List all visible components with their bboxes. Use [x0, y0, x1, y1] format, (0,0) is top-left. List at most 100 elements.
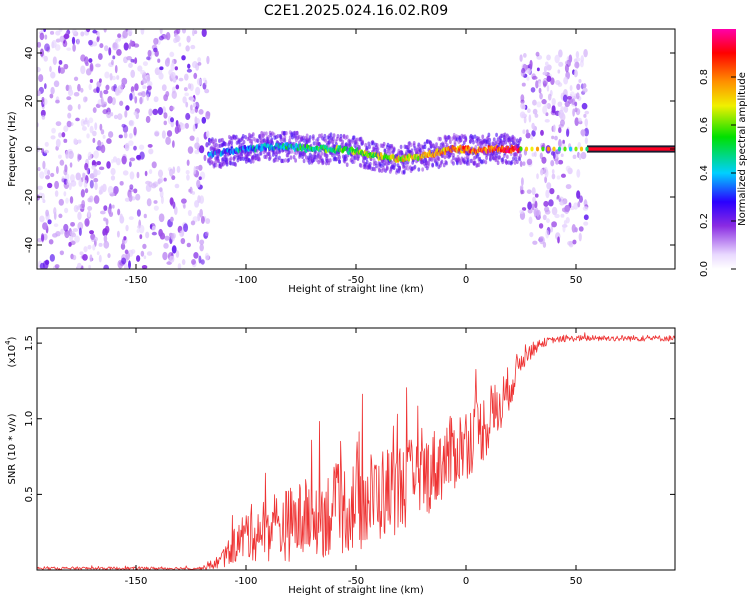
spectrogram-cell: [128, 260, 131, 269]
spectrogram-cell: [519, 185, 524, 190]
spectrogram-cell: [108, 47, 112, 56]
spectrogram-cell: [50, 135, 56, 140]
spectrogram-cell: [399, 144, 403, 150]
spectrogram-cell: [87, 206, 93, 211]
spectrogram-cell: [225, 157, 229, 162]
spectrogram-cell: [154, 50, 159, 57]
spectrogram-cell: [184, 73, 189, 81]
spectrogram-cell: [172, 77, 177, 83]
spectrogram-cell: [53, 223, 59, 228]
spectrogram-cell: [151, 231, 157, 236]
spectrogram-cell: [555, 159, 559, 165]
spectrogram-cell: [519, 146, 523, 152]
spectrogram-cell: [128, 119, 135, 127]
spectrogram-x-tick-label: 0: [463, 275, 469, 286]
spectrogram-cell: [109, 72, 113, 81]
spectrogram-cell: [171, 245, 177, 254]
spectrogram-cell: [544, 209, 551, 215]
spectrogram-cell: [435, 161, 439, 166]
spectrogram-cell: [278, 155, 281, 161]
spectrogram-cell: [314, 149, 318, 154]
spectrogram-cell: [576, 83, 581, 91]
spectrogram-cell: [54, 44, 61, 51]
spectrogram-cell: [542, 80, 547, 88]
spectrogram-cell: [61, 132, 66, 138]
spectrogram-cell: [332, 133, 336, 138]
spectrogram-cell: [68, 150, 74, 160]
spectrogram-cell: [63, 138, 68, 143]
spectrogram-cell: [535, 146, 540, 152]
spectrogram-cell: [578, 232, 582, 242]
spectrogram-cell: [552, 124, 556, 133]
spectrogram-cell: [107, 253, 111, 259]
spectrogram-cell: [66, 96, 72, 101]
spectrogram-cell: [348, 139, 352, 145]
spectrogram-cell: [146, 56, 151, 61]
snr-plot-area: [37, 328, 675, 570]
spectrogram-cell: [49, 253, 55, 262]
spectrogram-cell: [60, 228, 64, 235]
spectrogram-cell: [186, 174, 190, 181]
spectrogram-cell: [523, 116, 527, 124]
spectrogram-cell: [565, 184, 572, 190]
snr-multiplier-base: (x10: [7, 345, 18, 368]
snr-x-tick-label: -100: [235, 576, 258, 587]
spectrogram-cell: [113, 114, 118, 120]
spectrogram-cell: [364, 165, 368, 170]
spectrogram-cell: [584, 118, 589, 127]
spectrogram-cell: [564, 101, 570, 107]
spectrogram-cell: [437, 156, 441, 162]
spectrogram-cell: [42, 160, 46, 170]
spectrogram-cell: [111, 75, 117, 81]
spectrogram-cell: [37, 66, 41, 73]
spectrogram-cell: [557, 101, 563, 107]
spectrogram-cell: [191, 98, 196, 103]
spectrogram-cell: [251, 132, 255, 137]
spectrogram-cell: [55, 230, 61, 237]
spectrogram-cell: [312, 141, 316, 146]
spectrogram-cell: [357, 154, 361, 159]
spectrogram-cell: [538, 87, 542, 94]
spectrogram-cell: [290, 149, 294, 154]
spectrogram-y-tick-label: 40: [24, 47, 35, 60]
spectrogram-cell: [241, 156, 245, 161]
snr-panel: -150 -100 -50 0 50 0.5 1.0 1.5 Height of strai…: [4, 327, 676, 596]
spectrogram-cell: [65, 197, 69, 204]
spectrogram-cell: [71, 36, 76, 45]
spectrogram-cell: [170, 71, 176, 80]
spectrogram-cell: [452, 152, 455, 158]
spectrogram-cell: [63, 63, 69, 70]
spectrogram-cell: [66, 120, 72, 128]
spectrogram-cell: [174, 66, 178, 71]
spectrogram-cell: [345, 162, 349, 167]
spectrogram-cell: [308, 160, 311, 165]
spectrogram-cell: [53, 207, 57, 215]
spectrogram-cell: [543, 166, 548, 176]
spectrogram-cell: [558, 61, 564, 67]
spectrogram-cell: [98, 166, 105, 171]
spectrogram-cell: [130, 69, 136, 79]
spectrogram-cell: [178, 42, 182, 47]
spectrogram-cell: [128, 132, 133, 139]
spectrogram-line: [587, 147, 675, 151]
spectrogram-cell: [44, 167, 48, 176]
spectrogram-cell: [143, 213, 147, 219]
spectrogram-cell: [41, 97, 45, 103]
spectrogram-cell: [476, 141, 480, 147]
spectrogram-cell: [196, 136, 200, 144]
spectrogram-cell: [77, 262, 82, 269]
spectrogram-cell: [463, 160, 467, 165]
spectrogram-cell: [558, 49, 563, 58]
spectrogram-cell: [158, 213, 165, 223]
spectrogram-cell: [351, 139, 354, 144]
spectrogram-cell: [583, 221, 589, 226]
spectrogram-cell: [171, 233, 175, 242]
spectrogram-cell: [546, 84, 550, 92]
spectrogram-cell: [526, 68, 531, 75]
spectrogram-cell: [37, 185, 43, 191]
spectrogram-cell: [229, 161, 233, 166]
spectrogram-cell: [205, 130, 210, 138]
spectrogram-cell: [148, 169, 153, 175]
spectrogram-cell: [541, 99, 547, 105]
spectrogram-cell: [175, 84, 180, 90]
